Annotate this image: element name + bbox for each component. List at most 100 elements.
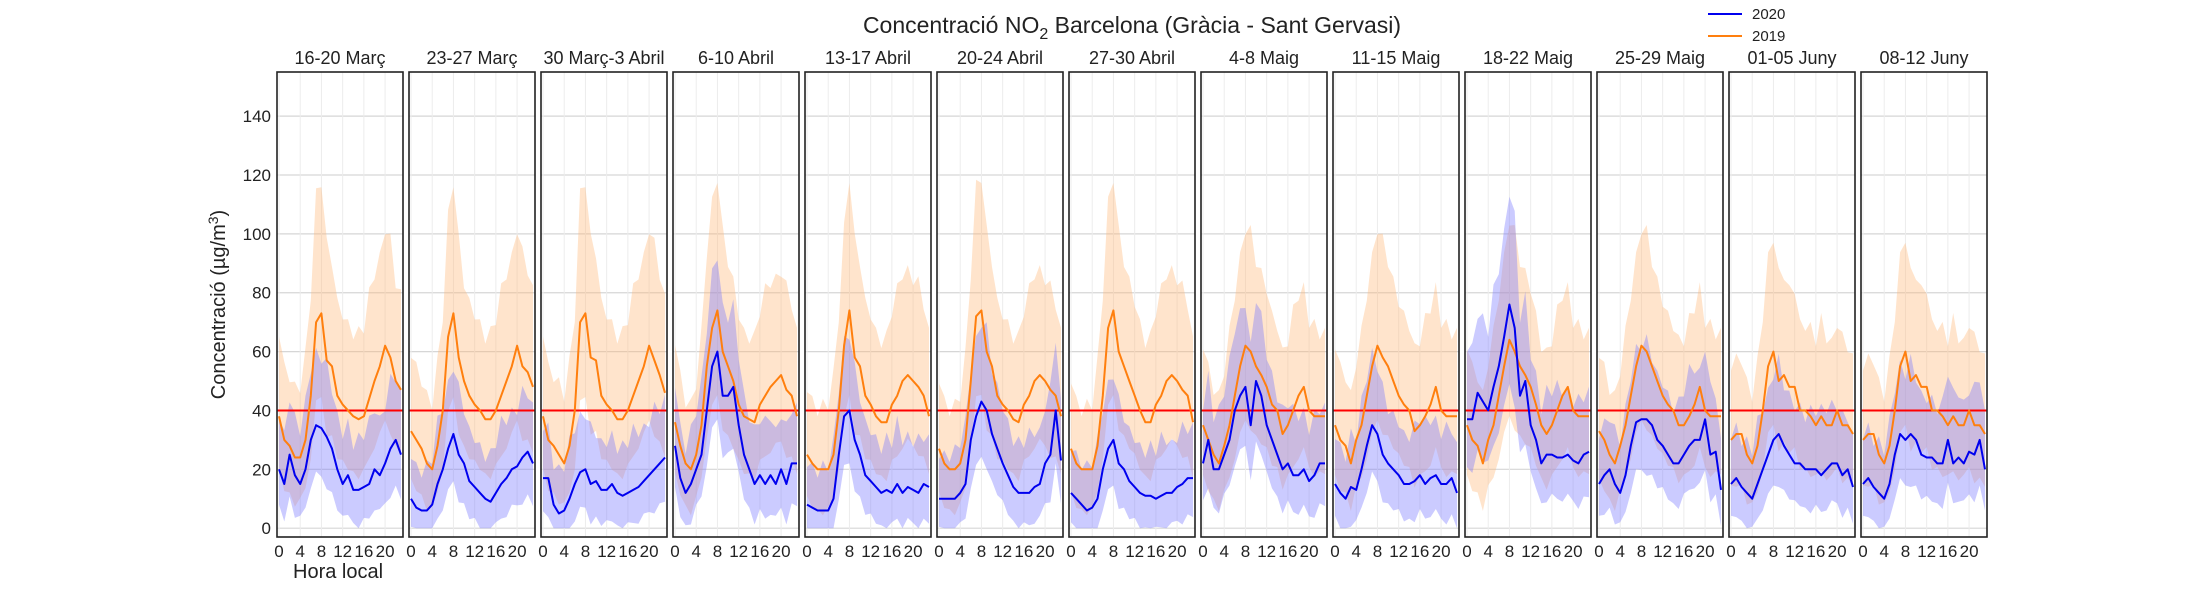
band-2019 xyxy=(1203,225,1325,511)
panel-7: 27-30 Abril 0 4 8 12 16 20 xyxy=(1066,48,1196,561)
x-tick-label: 4 xyxy=(1879,542,1888,561)
x-tick-label: 8 xyxy=(845,542,854,561)
band-2020 xyxy=(1863,353,1985,529)
panel-title: 08-12 Juny xyxy=(1879,48,1968,68)
panel-frame xyxy=(672,71,800,538)
legend-label-2019: 2019 xyxy=(1752,28,1785,45)
x-tick-label: 12 xyxy=(465,542,484,561)
series-line-2019 xyxy=(278,312,402,459)
panel-11: 25-29 Maig 0 4 8 12 16 20 xyxy=(1594,48,1724,561)
x-tick-label: 16 xyxy=(486,542,505,561)
x-tick-label: 8 xyxy=(977,542,986,561)
x-tick-label: 0 xyxy=(1594,542,1603,561)
x-tick-label: 4 xyxy=(691,542,700,561)
panel-title: 23-27 Març xyxy=(426,48,517,68)
panel-title: 01-05 Juny xyxy=(1747,48,1836,68)
series-line-2020 xyxy=(1467,303,1590,465)
series-line-2020 xyxy=(674,350,797,494)
y-tick-label: 60 xyxy=(252,343,271,362)
x-tick-label: 8 xyxy=(1373,542,1382,561)
band-2019 xyxy=(939,179,1061,516)
x-tick-label: 20 xyxy=(1696,542,1715,561)
panel-title: 4-8 Maig xyxy=(1229,48,1299,68)
x-tick-label: 8 xyxy=(317,542,326,561)
x-tick-label: 16 xyxy=(354,542,373,561)
y-axis-label: Concentració (µg/m3) xyxy=(205,210,230,399)
panel-title: 13-17 Abril xyxy=(825,48,911,68)
x-tick-label: 12 xyxy=(1785,542,1804,561)
series-line-2019 xyxy=(1070,309,1194,471)
panel-title: 11-15 Maig xyxy=(1352,48,1441,68)
x-tick-label: 20 xyxy=(772,542,791,561)
x-tick-label: 16 xyxy=(750,542,769,561)
x-tick-label: 16 xyxy=(1278,542,1297,561)
x-tick-label: 8 xyxy=(581,542,590,561)
series-line-2019 xyxy=(1334,344,1457,465)
band-2020 xyxy=(1731,353,1853,529)
panel-8: 4-8 Maig 0 4 8 12 16 20 xyxy=(1198,48,1328,561)
x-tick-label: 4 xyxy=(1615,542,1624,561)
x-tick-label: 20 xyxy=(1168,542,1187,561)
series-line-2020 xyxy=(939,400,1062,500)
x-tick-label: 0 xyxy=(1726,542,1735,561)
chart-title-subscript: 2 xyxy=(1039,26,1048,43)
x-tick-label: 12 xyxy=(993,542,1012,561)
band-2019 xyxy=(1335,233,1457,511)
panel-frame xyxy=(804,71,932,538)
x-tick-label: 0 xyxy=(1066,542,1075,561)
panel-frame xyxy=(1068,71,1196,538)
x-tick-label: 20 xyxy=(640,542,659,561)
series-line-2019 xyxy=(1730,350,1854,465)
series-line-2019 xyxy=(674,309,798,471)
panel-frame xyxy=(276,71,404,538)
x-tick-label: 4 xyxy=(955,542,964,561)
series-line-2020 xyxy=(806,409,930,512)
y-axis-label-text: Concentració (µg/m xyxy=(208,224,230,399)
panel-6: 20-24 Abril 0 4 8 12 16 20 xyxy=(934,48,1064,561)
x-tick-label: 12 xyxy=(597,542,616,561)
panel-frame xyxy=(540,71,668,538)
band-2019 xyxy=(411,187,533,511)
panel-title: 20-24 Abril xyxy=(957,48,1043,68)
series-line-2019 xyxy=(410,312,534,471)
series-line-2020 xyxy=(1598,418,1722,494)
y-tick-label: 80 xyxy=(252,284,271,303)
x-tick-label: 12 xyxy=(1125,542,1144,561)
panel-frame xyxy=(1728,71,1856,538)
y-tick-label: 0 xyxy=(262,519,271,538)
y-tick-label: 120 xyxy=(243,166,271,185)
band-2020 xyxy=(939,322,1061,529)
x-tick-label: 4 xyxy=(1747,542,1756,561)
chart-title-text: Barcelona (Gràcia - Sant Gervasi) xyxy=(1048,12,1401,38)
x-tick-label: 4 xyxy=(1483,542,1492,561)
x-tick-label: 16 xyxy=(1410,542,1429,561)
x-tick-label: 20 xyxy=(1036,542,1055,561)
series-line-2020 xyxy=(1070,438,1193,512)
x-tick-label: 4 xyxy=(1087,542,1096,561)
series-line-2020 xyxy=(278,424,402,491)
panel-frame xyxy=(1596,71,1724,538)
chart-title-text: Concentració NO xyxy=(863,12,1039,38)
series-line-2019 xyxy=(1202,344,1325,465)
x-tick-label: 20 xyxy=(1300,542,1319,561)
x-tick-label: 16 xyxy=(882,542,901,561)
x-tick-label: 0 xyxy=(406,542,415,561)
x-tick-label: 12 xyxy=(1653,542,1672,561)
x-tick-label: 8 xyxy=(1901,542,1910,561)
x-tick-label: 12 xyxy=(729,542,748,561)
chart-title: Concentració NO2 Barcelona (Gràcia - San… xyxy=(863,12,1401,43)
x-tick-label: 16 xyxy=(1674,542,1693,561)
x-tick-label: 0 xyxy=(1330,542,1339,561)
x-tick-label: 16 xyxy=(1014,542,1033,561)
panel-title: 6-10 Abril xyxy=(698,48,774,68)
y-axis-label-text: ) xyxy=(208,210,230,217)
series-line-2019 xyxy=(542,312,666,465)
x-tick-label: 4 xyxy=(1351,542,1360,561)
x-axis-label: Hora local xyxy=(293,561,383,583)
x-tick-label: 8 xyxy=(1637,542,1646,561)
x-tick-label: 20 xyxy=(508,542,527,561)
panel-title: 16-20 Març xyxy=(294,48,385,68)
panel-10: 18-22 Maig 0 4 8 12 16 20 xyxy=(1462,48,1592,561)
x-tick-label: 20 xyxy=(904,542,923,561)
